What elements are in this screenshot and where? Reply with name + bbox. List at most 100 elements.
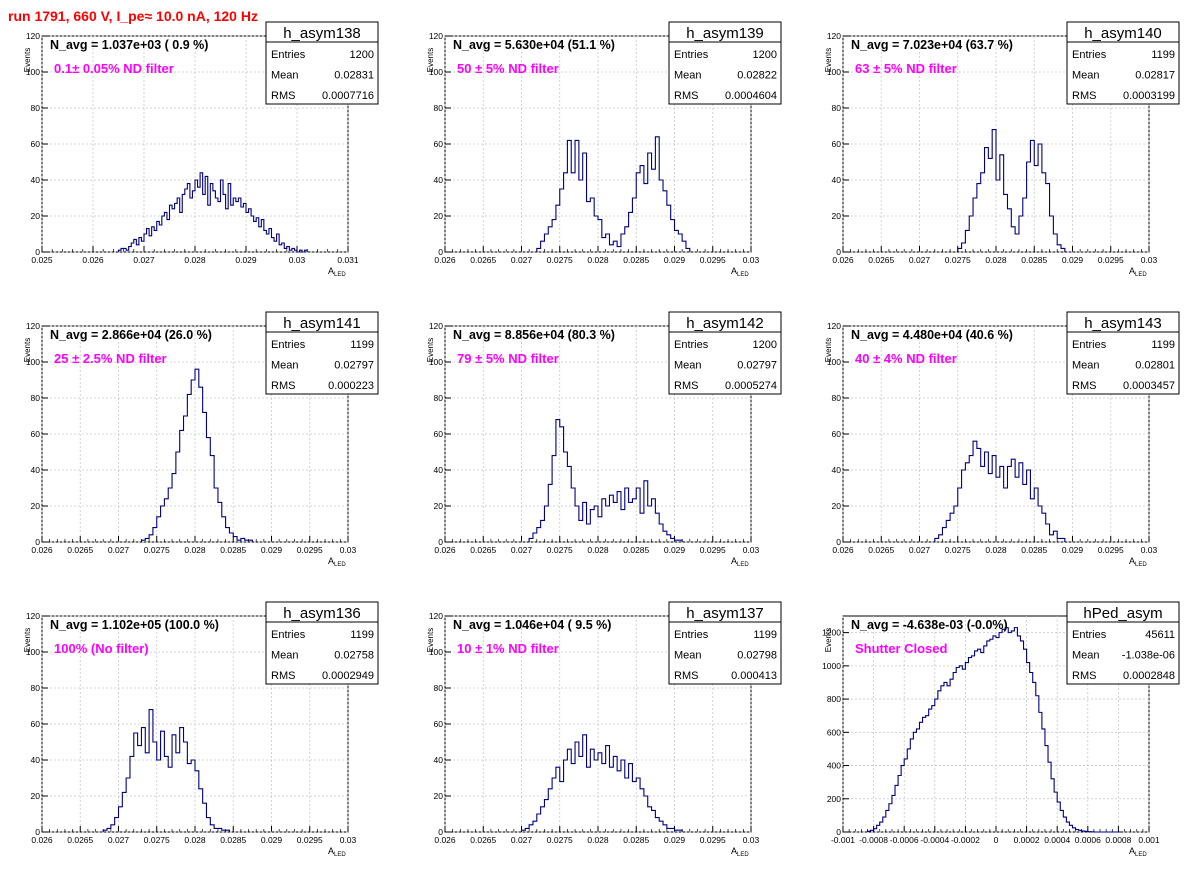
- stats-key: RMS: [271, 380, 295, 392]
- y-tick-label: 100: [26, 357, 40, 367]
- y-tick-label: 20: [434, 501, 444, 511]
- y-tick-label: 800: [827, 694, 841, 704]
- x-axis-label: ALED: [1129, 556, 1147, 568]
- filter-label: 63 ± 5% ND filter: [855, 61, 957, 76]
- stats-value: 0.0003457: [1123, 380, 1175, 392]
- y-tick-label: 1000: [822, 661, 841, 671]
- x-tick-label: 0.028: [184, 545, 206, 555]
- x-tick-label: 0.029: [261, 835, 283, 845]
- stats-value: 0.0003199: [1123, 90, 1175, 102]
- stats-title: h_asym139: [686, 25, 764, 42]
- x-tick-label: 0.0295: [1098, 255, 1124, 265]
- navg-label: N_avg = 1.102e+05 (100.0 %): [50, 618, 219, 632]
- x-tick-label: 0.0295: [1098, 545, 1124, 555]
- x-tick-label: 0.029: [1062, 255, 1084, 265]
- x-tick-label: 0.0265: [67, 835, 93, 845]
- histogram-line: [934, 440, 1066, 542]
- stats-value: 1200: [753, 339, 777, 351]
- stats-title: h_asym138: [283, 25, 361, 42]
- x-tick-label: 0.001: [1138, 835, 1160, 845]
- x-tick-label: 0.028: [985, 545, 1007, 555]
- stats-title: h_asym143: [1084, 315, 1162, 332]
- x-tick-label: 0.0275: [144, 545, 170, 555]
- y-axis-label: Events: [426, 628, 435, 652]
- x-tick-label: 0.029: [664, 835, 686, 845]
- filter-label: 40 ± 4% ND filter: [855, 351, 957, 366]
- x-axis-label: ALED: [1129, 846, 1147, 858]
- x-tick-label: 0.0275: [547, 545, 573, 555]
- stats-key: Mean: [1072, 360, 1100, 372]
- x-tick-label: 0.026: [434, 545, 456, 555]
- stats-value: 0.02797: [737, 360, 777, 372]
- stats-key: Mean: [674, 360, 702, 372]
- stats-value: 0.02758: [334, 650, 374, 662]
- x-tick-label: 0.031: [337, 255, 359, 265]
- histogram-line: [140, 368, 253, 542]
- y-tick-label: 100: [26, 647, 40, 657]
- x-tick-label: 0.028: [184, 835, 206, 845]
- stats-key: RMS: [674, 90, 698, 102]
- y-tick-label: 120: [26, 31, 40, 41]
- y-tick-label: 20: [31, 791, 41, 801]
- y-tick-label: 0: [836, 827, 841, 837]
- x-tick-label: 0.026: [31, 545, 53, 555]
- y-tick-label: 60: [434, 139, 444, 149]
- x-tick-label: 0.029: [235, 255, 257, 265]
- y-tick-label: 80: [434, 683, 444, 693]
- stats-value: 0.02831: [334, 70, 374, 82]
- x-tick-label: 0.0265: [868, 545, 894, 555]
- x-tick-label: 0.026: [832, 545, 854, 555]
- y-tick-label: 40: [434, 175, 444, 185]
- stats-title: h_asym141: [283, 315, 361, 332]
- x-tick-label: 0.029: [664, 255, 686, 265]
- x-tick-label: 0.0285: [220, 545, 246, 555]
- filter-label: 50 ± 5% ND filter: [457, 61, 559, 76]
- x-tick-label: 0.0285: [1021, 545, 1047, 555]
- histogram-panel-h_asym140: 0.026 0.0265 0.027 0.0275 0.028 0.0285 0.029 0.…: [824, 21, 1180, 278]
- y-tick-label: 120: [429, 611, 443, 621]
- x-tick-label: 0.028: [587, 545, 609, 555]
- y-tick-label: 80: [434, 103, 444, 113]
- x-axis-label: ALED: [328, 556, 346, 568]
- y-tick-label: 120: [429, 31, 443, 41]
- stats-value: 1199: [350, 339, 374, 351]
- stats-key: Mean: [1072, 70, 1100, 82]
- y-tick-label: 0: [35, 537, 40, 547]
- stats-value: -1.038e-06: [1122, 650, 1175, 662]
- stats-key: Entries: [271, 629, 306, 641]
- y-tick-label: 100: [26, 67, 40, 77]
- y-tick-label: 60: [832, 429, 842, 439]
- y-tick-label: 0: [35, 247, 40, 257]
- y-axis-label: Events: [426, 48, 435, 72]
- stats-value: 0.0007716: [322, 90, 374, 102]
- y-tick-label: 120: [827, 321, 841, 331]
- x-tick-label: 0.0275: [945, 255, 971, 265]
- histogram-line: [957, 129, 1066, 252]
- stats-box: [1066, 21, 1180, 105]
- stats-value: 0.02817: [1135, 70, 1175, 82]
- y-tick-label: 40: [434, 755, 444, 765]
- y-tick-label: 20: [832, 211, 842, 221]
- stats-key: Entries: [1072, 49, 1107, 61]
- y-tick-label: 200: [827, 794, 841, 804]
- y-tick-label: 100: [827, 357, 841, 367]
- filter-label: 25 ± 2.5% ND filter: [54, 351, 167, 366]
- y-tick-label: 40: [31, 465, 41, 475]
- x-tick-label: 0.0265: [470, 545, 496, 555]
- stats-key: RMS: [674, 670, 698, 682]
- navg-label: N_avg = 7.023e+04 (63.7 %): [851, 38, 1013, 52]
- stats-key: Entries: [1072, 339, 1107, 351]
- y-tick-label: 0: [836, 247, 841, 257]
- y-tick-label: 80: [31, 103, 41, 113]
- histogram-line: [528, 419, 683, 542]
- x-tick-label: -0.001: [831, 835, 855, 845]
- stats-key: RMS: [271, 90, 295, 102]
- y-tick-label: 0: [438, 537, 443, 547]
- x-tick-label: 0.0295: [297, 545, 323, 555]
- x-tick-label: 0.028: [587, 835, 609, 845]
- x-tick-label: 0.03: [743, 835, 760, 845]
- histogram-panel-h_asym136: 0.026 0.0265 0.027 0.0275 0.028 0.0285 0.029 0.…: [23, 601, 379, 858]
- x-tick-label: 0.0285: [623, 545, 649, 555]
- x-tick-label: 0.0285: [623, 835, 649, 845]
- y-tick-label: 20: [434, 791, 444, 801]
